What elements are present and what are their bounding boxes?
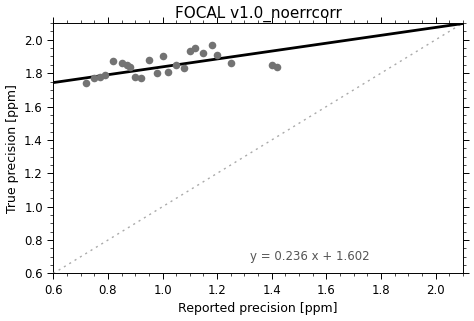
- Point: [173, 62, 180, 67]
- Point: [164, 69, 172, 74]
- Point: [109, 59, 117, 64]
- Point: [118, 61, 125, 66]
- Point: [126, 64, 134, 69]
- Point: [191, 46, 199, 51]
- Point: [268, 62, 275, 67]
- Point: [91, 76, 98, 81]
- Point: [145, 57, 153, 62]
- Text: y = 0.236 x + 1.602: y = 0.236 x + 1.602: [250, 250, 370, 263]
- Point: [273, 64, 281, 69]
- Point: [181, 65, 188, 71]
- Point: [227, 61, 235, 66]
- Y-axis label: True precision [ppm]: True precision [ppm]: [6, 84, 18, 213]
- Point: [186, 49, 193, 54]
- Point: [123, 62, 131, 67]
- Title: FOCAL v1.0_noerrcorr: FOCAL v1.0_noerrcorr: [174, 5, 342, 22]
- Point: [213, 52, 221, 57]
- Point: [82, 81, 90, 86]
- Point: [101, 72, 109, 77]
- Point: [159, 54, 166, 59]
- Point: [200, 51, 207, 56]
- X-axis label: Reported precision [ppm]: Reported precision [ppm]: [178, 302, 338, 316]
- Point: [153, 71, 161, 76]
- Point: [96, 74, 103, 79]
- Point: [208, 42, 216, 48]
- Point: [137, 76, 145, 81]
- Point: [131, 74, 139, 79]
